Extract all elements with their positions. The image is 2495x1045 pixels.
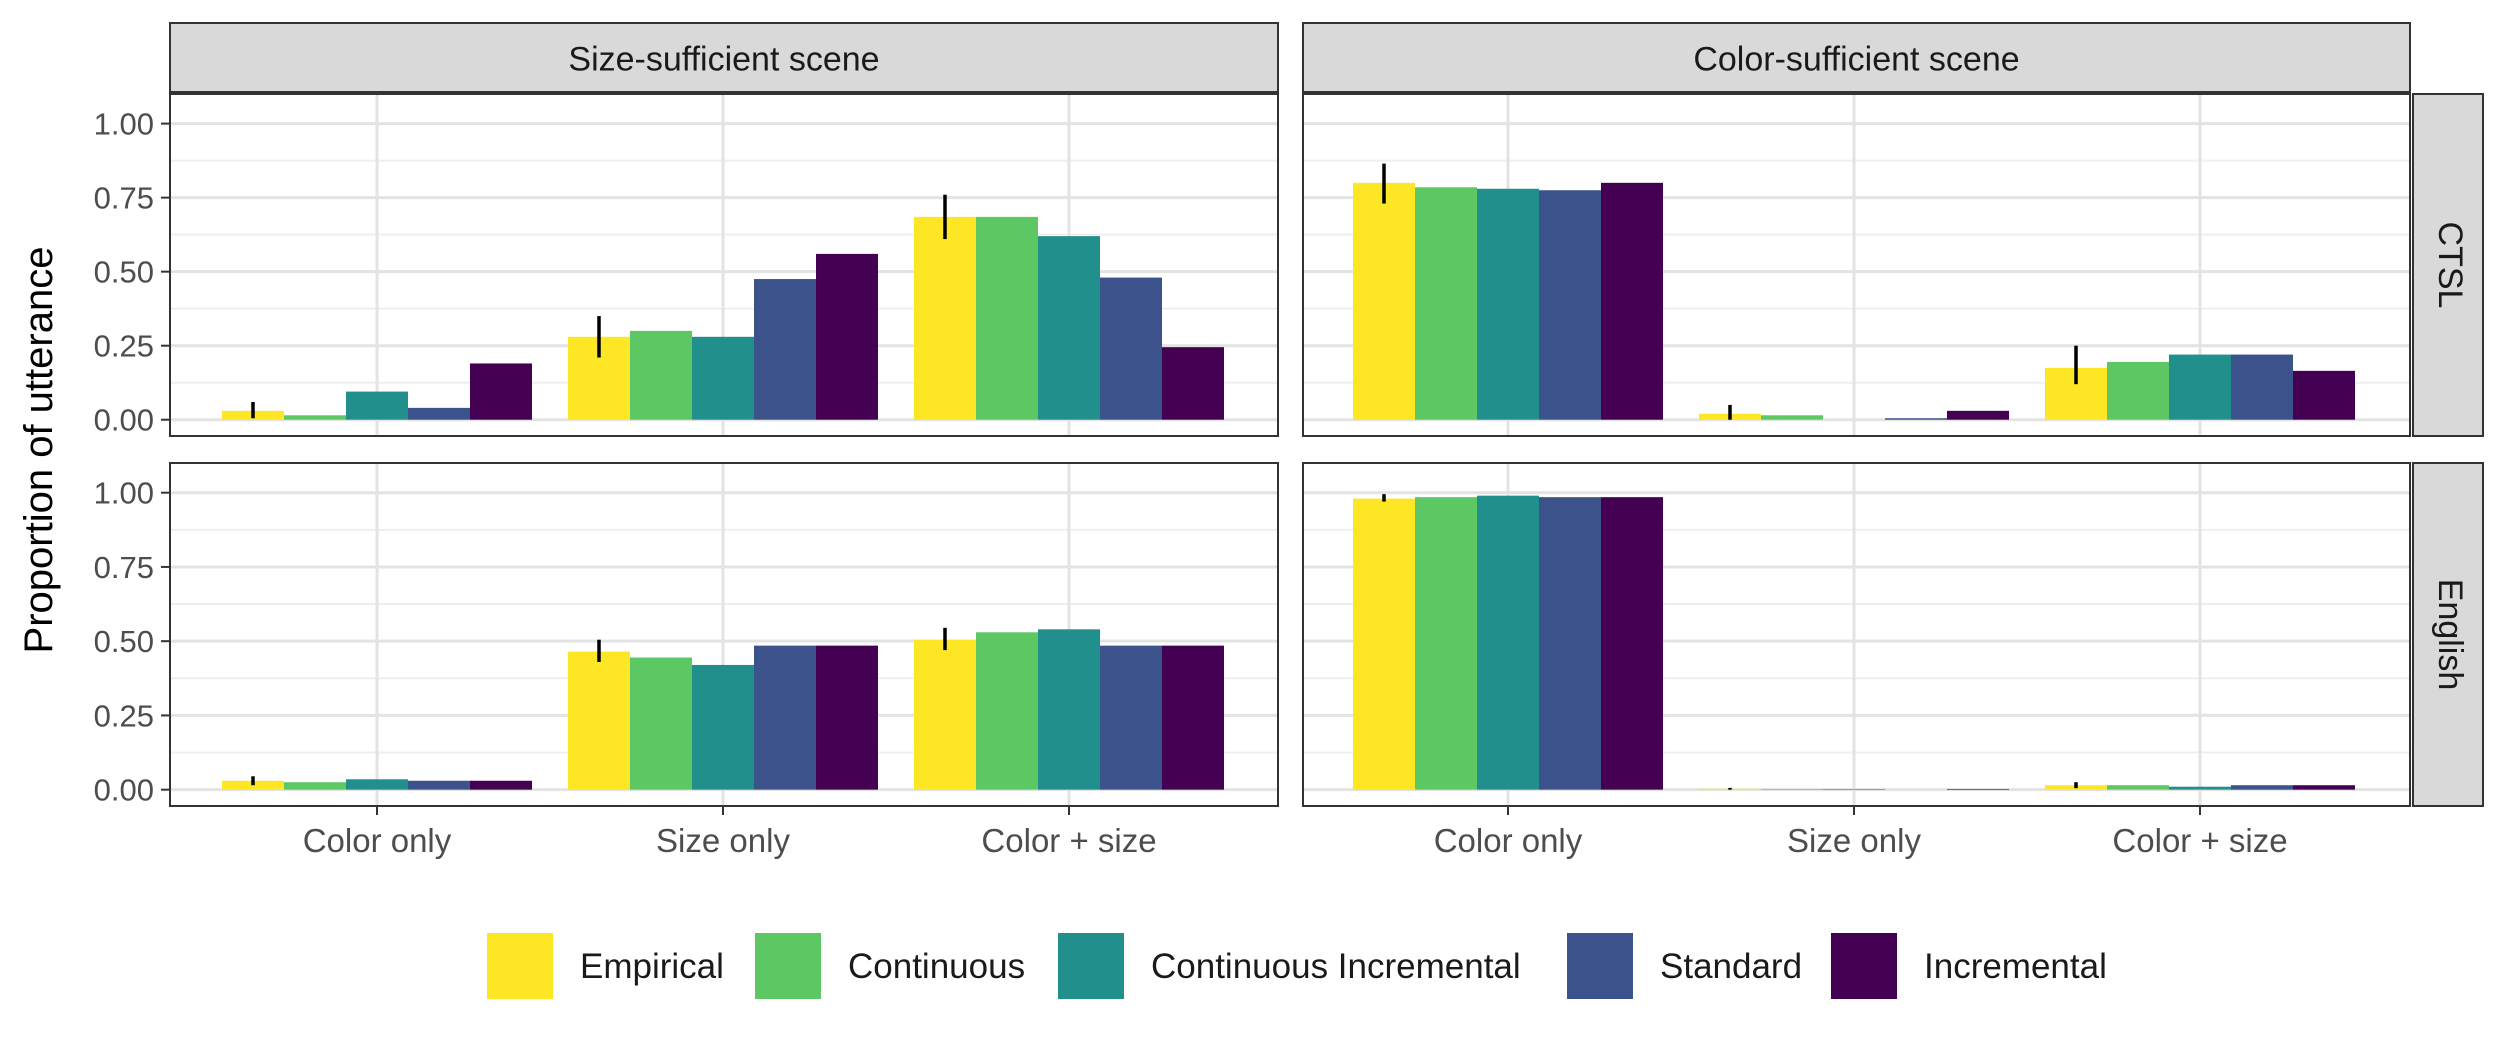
x-tick-label: Color + size: [2112, 822, 2287, 859]
bar: [692, 664, 754, 790]
bar: [222, 780, 284, 790]
bar: [2169, 354, 2231, 420]
bar: [1539, 190, 1601, 420]
bar: [692, 336, 754, 420]
bar: [2293, 370, 2355, 420]
legend-key: [487, 933, 553, 999]
bar: [2293, 785, 2355, 790]
bar: [754, 645, 816, 790]
bar: [816, 253, 878, 420]
bar: [1601, 497, 1663, 790]
bar: [568, 651, 630, 790]
bar: [630, 330, 692, 420]
y-tick-label: 0.75: [94, 550, 154, 585]
bar: [284, 782, 346, 790]
bar: [2107, 361, 2169, 420]
legend-label: Standard: [1660, 947, 1802, 986]
bar: [1947, 789, 2009, 790]
bar: [976, 632, 1038, 790]
bar: [1162, 347, 1224, 420]
row-strip: [2412, 462, 2484, 807]
bar: [346, 779, 408, 790]
x-tick-label: Size only: [1787, 822, 1921, 859]
bar: [1761, 789, 1823, 790]
row-strip: [2412, 93, 2484, 437]
column-strip: [1302, 22, 2411, 93]
y-tick-label: 1.00: [94, 107, 154, 142]
bar: [1539, 497, 1601, 790]
row-strip-label: CTSL: [2431, 222, 2469, 309]
legend-key: [755, 933, 821, 999]
panel-color-sufficient-sceneenglish: Color only Size only Color + size: [1302, 462, 2411, 859]
legend-key: [1567, 933, 1633, 999]
x-tick-label: Color only: [303, 822, 452, 859]
legend-key: [1058, 933, 1124, 999]
bar: [914, 639, 976, 790]
bar: [1601, 182, 1663, 420]
bar: [408, 780, 470, 790]
row-strip-label: English: [2431, 579, 2469, 691]
bar: [1477, 188, 1539, 420]
y-tick-label: 0.25: [94, 698, 154, 733]
panel-border: [1302, 462, 2411, 807]
bar: [2231, 354, 2293, 420]
bar: [1477, 495, 1539, 790]
bar: [1885, 418, 1947, 420]
legend-key: [1831, 933, 1897, 999]
bar: [1100, 645, 1162, 790]
x-tick-label: Color only: [1434, 822, 1583, 859]
bar: [408, 407, 470, 420]
legend-label: Continuous: [848, 947, 1025, 986]
x-tick-label: Size only: [656, 822, 790, 859]
y-tick-label: 0.00: [94, 773, 154, 808]
column-strip: [169, 22, 1279, 93]
y-tick-label: 0.00: [94, 403, 154, 438]
bar: [754, 279, 816, 420]
x-tick-label: Color + size: [981, 822, 1156, 859]
bar: [1947, 410, 2009, 420]
bar: [2169, 786, 2231, 790]
bar: [816, 645, 878, 790]
bar: [1162, 645, 1224, 790]
plot-layer: Size-sufficient scene Color-sufficient sc…: [94, 22, 2484, 999]
bar: [976, 216, 1038, 420]
bar: [470, 780, 532, 790]
legend: Empirical Continuous Continuous Incrementa…: [487, 933, 2107, 999]
panel-size-sufficient-sceneenglish: 0.00 0.25 0.50 0.75 1.00 Color only Size only C…: [94, 462, 1279, 859]
bar: [1038, 629, 1100, 790]
legend-label: Continuous Incremental: [1151, 947, 1521, 986]
bar: [284, 415, 346, 420]
bar: [1415, 497, 1477, 790]
y-tick-label: 0.50: [94, 624, 154, 659]
bar: [470, 363, 532, 420]
y-tick-label: 0.25: [94, 329, 154, 364]
panel-size-sufficient-scenectsl: 0.00 0.25 0.50 0.75 1.00: [94, 93, 1279, 438]
bar: [1100, 277, 1162, 420]
bar: [630, 657, 692, 790]
bar: [1823, 789, 1885, 790]
panel-color-sufficient-scenectsl: [1302, 93, 2411, 437]
bar: [1415, 187, 1477, 420]
legend-label: Empirical: [580, 947, 724, 986]
panel-border: [1302, 93, 2411, 437]
bar: [346, 391, 408, 420]
bar: [1761, 415, 1823, 420]
bar: [914, 216, 976, 420]
column-strip-label: Size-sufficient scene: [568, 41, 879, 79]
bar: [1353, 498, 1415, 790]
column-strip-label: Color-sufficient scene: [1693, 41, 2019, 79]
legend-label: Incremental: [1924, 947, 2107, 986]
panel-border: [169, 93, 1279, 437]
y-tick-label: 0.50: [94, 255, 154, 290]
bar: [1353, 182, 1415, 420]
bar: [2107, 785, 2169, 790]
y-axis-label: Proportion of utterance: [17, 247, 61, 654]
bar: [1038, 236, 1100, 420]
y-tick-label: 1.00: [94, 476, 154, 511]
bar: [2231, 785, 2293, 790]
y-tick-label: 0.75: [94, 181, 154, 216]
